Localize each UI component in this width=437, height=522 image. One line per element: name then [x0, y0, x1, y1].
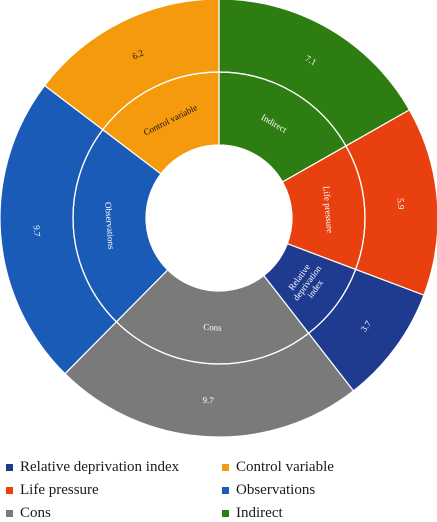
legend-swatch [222, 464, 229, 471]
category-label-cons: Cons [203, 322, 223, 333]
chart-legend: Relative deprivation index Control varia… [0, 452, 437, 522]
legend-label: Observations [236, 482, 316, 498]
legend-item-indirect: Indirect [222, 505, 283, 522]
legend-swatch [222, 510, 229, 517]
legend-item-cons: Cons [6, 505, 51, 522]
legend-item-control-variable: Control variable [222, 459, 334, 476]
legend-swatch [6, 464, 13, 471]
legend-label: Relative deprivation index [20, 459, 180, 475]
category-label-observations: Observations [103, 202, 116, 251]
legend-label: Indirect [236, 505, 283, 521]
legend-swatch [6, 487, 13, 494]
legend-label: Control variable [236, 459, 334, 475]
ring-separator [72, 71, 366, 365]
legend-item-relative-deprivation-index: Relative deprivation index [6, 459, 179, 476]
legend-label: Cons [20, 505, 51, 521]
legend-item-observations: Observations [222, 482, 315, 499]
value-label-life-pressure: 5.9 [396, 198, 407, 210]
value-label-control-variable: 6.2 [131, 48, 146, 62]
legend-label: Life pressure [20, 482, 99, 498]
legend-swatch [222, 487, 229, 494]
value-label-observations: 9.7 [32, 225, 43, 237]
value-label-cons: 9.7 [202, 395, 214, 406]
value-label-indirect: 7.1 [303, 53, 318, 67]
legend-item-life-pressure: Life pressure [6, 482, 99, 499]
category-label-life-pressure: Life pressure [321, 186, 335, 234]
legend-swatch [6, 510, 13, 517]
